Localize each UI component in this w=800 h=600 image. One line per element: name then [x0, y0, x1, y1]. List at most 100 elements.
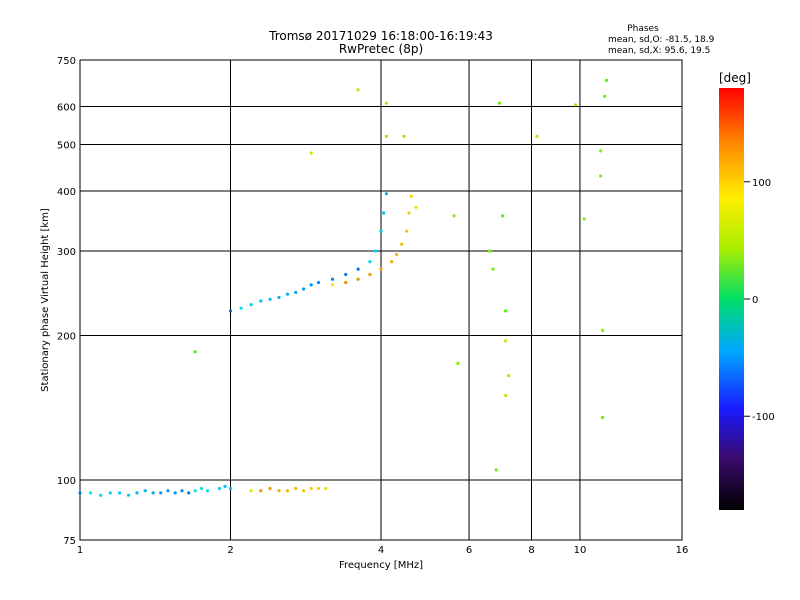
data-point [582, 217, 586, 221]
data-point [604, 78, 609, 82]
data-point [277, 295, 281, 300]
data-point [228, 486, 233, 491]
data-point [599, 149, 603, 153]
data-point [193, 350, 197, 354]
x-axis-ticks: 1 2 4 6 8 10 16 [77, 545, 689, 556]
grid-lines [80, 60, 682, 540]
data-point [491, 267, 495, 271]
colorbar [719, 88, 744, 510]
data-point [494, 468, 498, 472]
x-tick-label: 6 [466, 545, 472, 556]
colorbar-ticks: -100 0 100 [744, 178, 775, 423]
data-point [405, 229, 409, 233]
data-point [488, 249, 492, 253]
data-point [302, 489, 306, 493]
x-tick-label: 8 [528, 545, 534, 556]
data-point [159, 491, 163, 495]
x-tick-label: 10 [574, 545, 587, 556]
data-points [78, 78, 609, 497]
data-point [309, 151, 313, 155]
data-point [507, 374, 511, 378]
data-point [99, 493, 103, 497]
data-point [89, 491, 93, 495]
data-point [379, 267, 383, 271]
data-point [228, 309, 233, 313]
colorbar-tick-label: -100 [752, 412, 775, 423]
chart-title: Tromsø 20171029 16:18:00-16:19:43 [268, 29, 493, 43]
data-point [193, 489, 197, 493]
chart-subtitle: RwPretec (8p) [339, 42, 423, 56]
data-point [294, 486, 298, 491]
data-point [309, 283, 313, 287]
data-point [535, 134, 539, 138]
data-point [249, 489, 253, 493]
x-axis-label: Frequency [MHz] [339, 560, 423, 571]
data-point [166, 489, 170, 493]
y-tick-label: 750 [57, 56, 76, 67]
data-point [574, 103, 578, 107]
data-point [456, 361, 460, 365]
colorbar-label: [deg] [719, 71, 751, 85]
data-point [414, 205, 418, 209]
data-point [356, 88, 360, 92]
data-point [452, 214, 456, 218]
y-tick-label: 100 [57, 476, 76, 487]
data-point [316, 486, 321, 491]
data-point [324, 486, 328, 491]
data-point [78, 491, 82, 495]
data-point [239, 306, 243, 310]
info-x-mode: mean, sd,X: 95.6, 19.5 [608, 46, 710, 56]
data-point [409, 194, 413, 198]
data-point [504, 339, 508, 343]
data-point [259, 299, 263, 303]
data-point [504, 309, 508, 313]
x-tick-label: 4 [378, 545, 384, 556]
data-point [217, 486, 221, 491]
data-point [143, 489, 147, 493]
data-point [504, 393, 508, 398]
data-point [384, 134, 388, 138]
info-heading: Phases [627, 24, 659, 34]
data-point [407, 211, 411, 215]
data-point [382, 211, 386, 215]
data-point [344, 280, 348, 285]
data-point [368, 260, 372, 264]
colorbar-tick-label: 0 [752, 295, 758, 306]
data-point [135, 491, 139, 495]
y-tick-label: 600 [57, 103, 76, 114]
y-axis-ticks: 75 100 200 300 400 500 600 750 [57, 56, 76, 547]
x-tick-label: 16 [676, 545, 689, 556]
data-point [368, 272, 372, 277]
y-tick-label: 300 [57, 247, 76, 258]
data-point [356, 277, 360, 281]
x-tick-label: 1 [77, 545, 83, 556]
data-point [599, 174, 603, 178]
data-point [223, 484, 227, 488]
data-point [601, 415, 605, 420]
data-point [294, 290, 298, 294]
data-point [395, 252, 399, 257]
x-tick-label: 2 [227, 545, 233, 556]
data-point [316, 280, 321, 285]
y-tick-label: 75 [63, 536, 76, 547]
data-point [285, 489, 290, 493]
data-point [344, 272, 348, 277]
data-point [603, 94, 607, 98]
data-point [180, 489, 184, 493]
data-point [151, 491, 155, 495]
data-point [601, 328, 605, 332]
data-point [302, 287, 306, 291]
data-point [259, 489, 263, 493]
data-point [373, 249, 378, 253]
y-tick-label: 200 [57, 332, 76, 343]
data-point [500, 214, 505, 218]
data-point [277, 489, 281, 493]
data-point [118, 491, 122, 495]
data-point [126, 493, 131, 497]
data-point [309, 486, 313, 491]
colorbar-tick-label: 100 [752, 178, 771, 189]
data-point [384, 101, 388, 105]
data-point [402, 134, 406, 138]
data-point [330, 283, 335, 287]
